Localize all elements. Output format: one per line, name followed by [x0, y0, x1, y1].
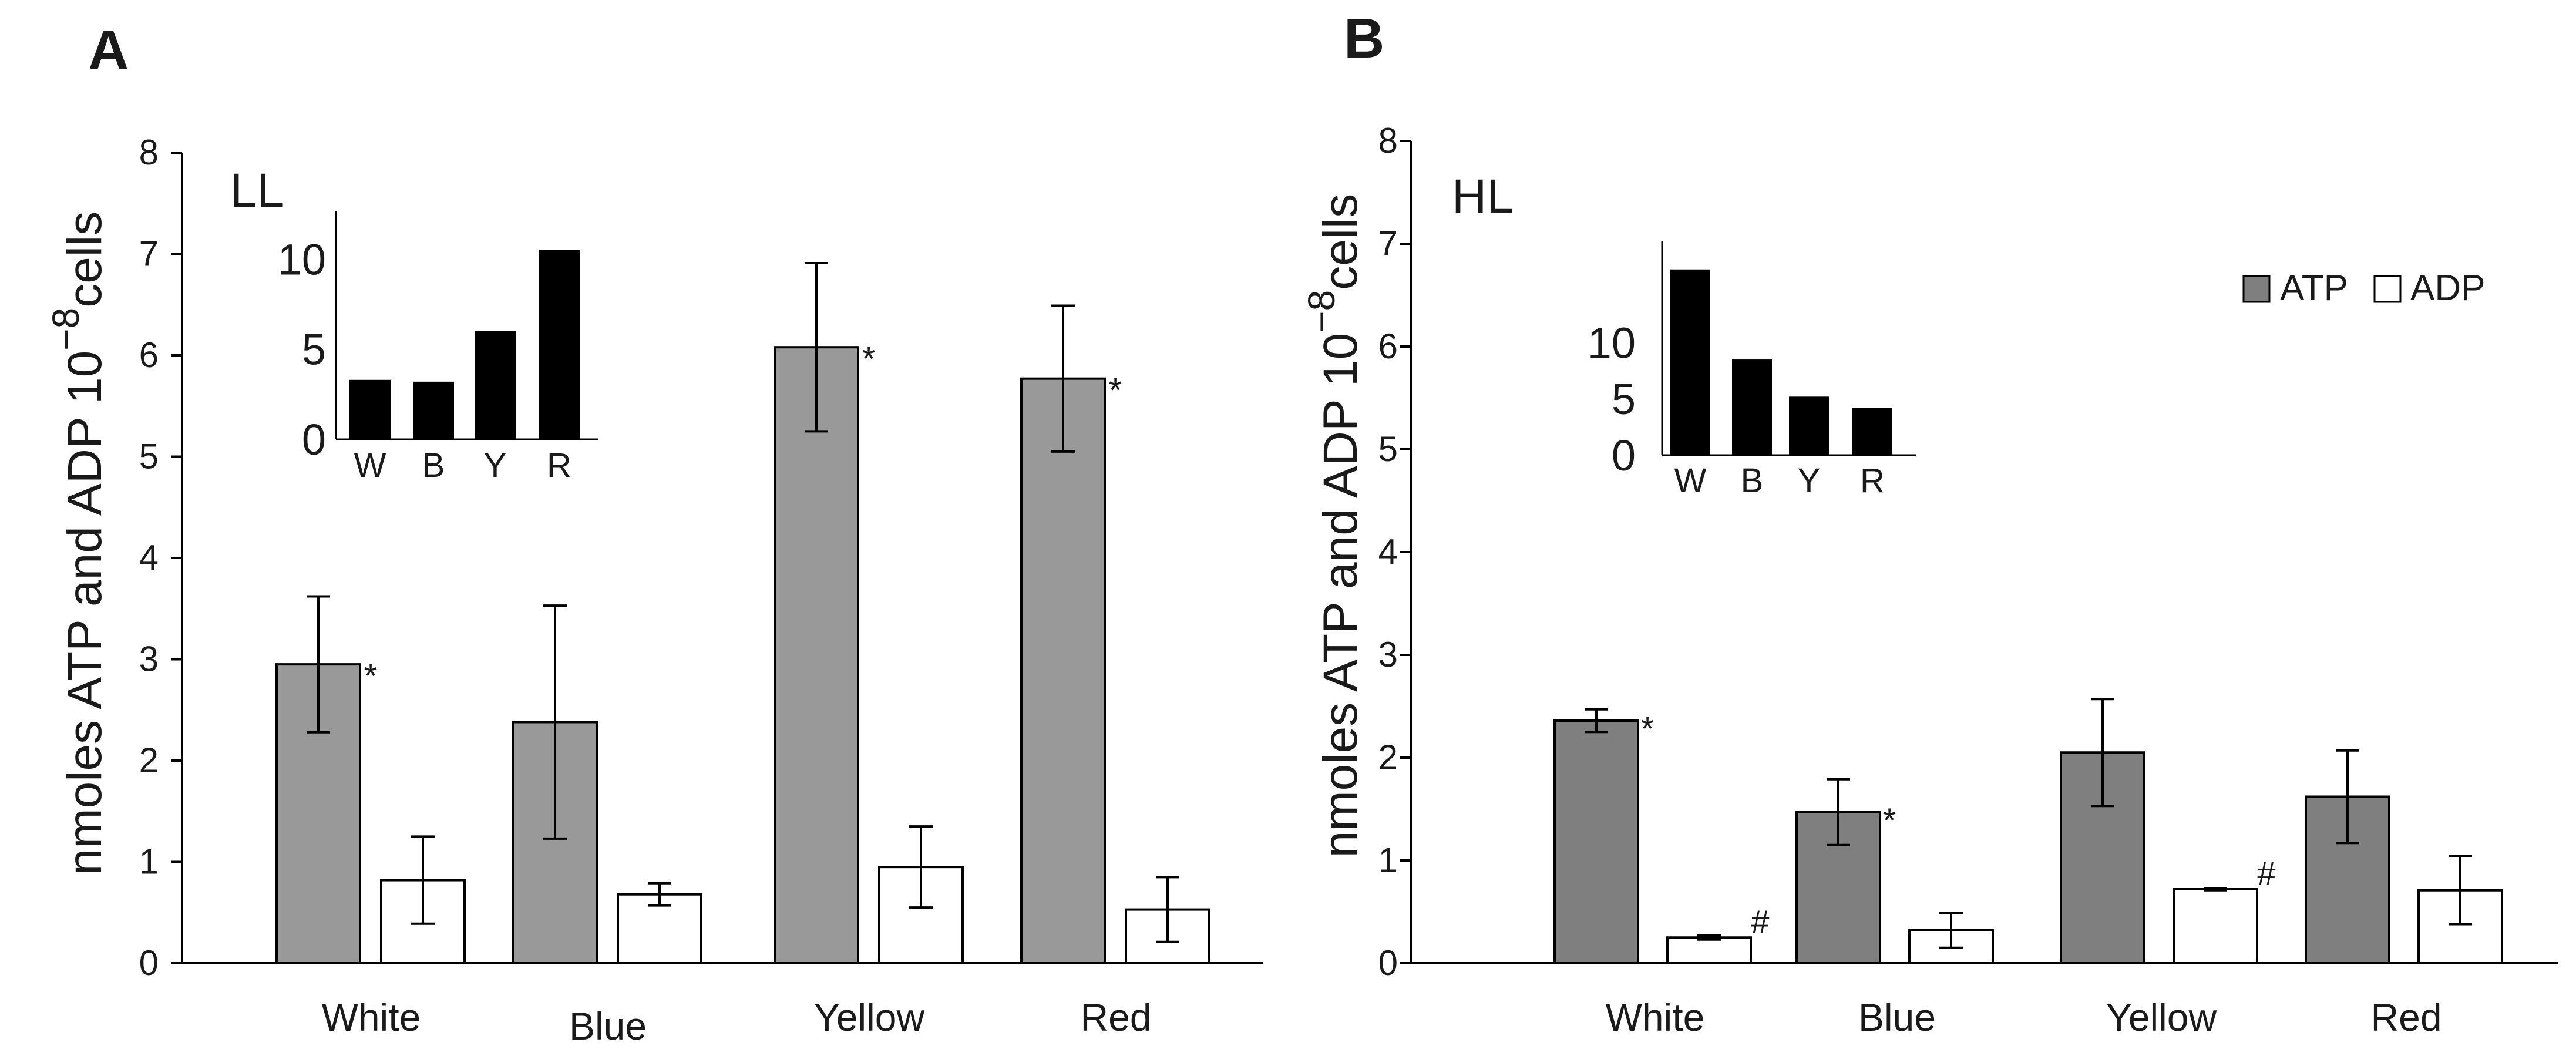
- y-tick-label: 2: [1378, 738, 1398, 777]
- x-category-label: Red: [2370, 996, 2442, 1039]
- x-category-label: Yellow: [814, 996, 925, 1039]
- legend: ATP ADP: [2242, 268, 2485, 308]
- significance-mark: *: [1641, 710, 1654, 748]
- y-tick-label: 3: [1378, 635, 1398, 674]
- inset-bar: [475, 331, 516, 439]
- inset-bar: [1852, 408, 1892, 455]
- y-tick-label: 2: [139, 741, 159, 780]
- inset-bar: [349, 379, 391, 439]
- inset-x-category-label: R: [1860, 462, 1885, 500]
- significance-mark: *: [1883, 802, 1896, 840]
- significance-mark: *: [1109, 372, 1122, 410]
- inset-y-tick-label: 10: [278, 235, 326, 284]
- y-tick-label: 5: [139, 437, 159, 476]
- y-tick-label: 5: [1378, 429, 1398, 469]
- legend-label-adp: ADP: [2410, 268, 2485, 308]
- y-axis-title-exponent: −8: [1300, 290, 1343, 333]
- y-tick-label: 0: [139, 943, 159, 983]
- bar-atp: [774, 346, 859, 965]
- legend-swatch-adp: [2373, 275, 2402, 303]
- inset-bar: [1670, 269, 1710, 455]
- y-axis-title-main: nmoles ATP and ADP 10: [58, 351, 112, 875]
- y-axis-title-tail: cells: [58, 211, 112, 308]
- condition-label: LL: [230, 164, 284, 217]
- inset-chart: 0 5 10 W B Y R: [278, 211, 598, 485]
- legend-swatch-atp: [2242, 275, 2271, 303]
- y-tick-label: 8: [1378, 121, 1398, 160]
- inset-bar: [1789, 396, 1829, 455]
- y-tick-label: 7: [139, 234, 159, 274]
- panel-b: B HL nmoles ATP and ADP 10−8cells 0 1 2 3 4 5…: [1300, 7, 2558, 1039]
- significance-mark: *: [364, 657, 378, 695]
- y-tick-label: 7: [1378, 224, 1398, 263]
- y-tick-label: 4: [1378, 532, 1398, 571]
- inset-x-category-label: W: [1674, 462, 1707, 500]
- y-tick-label: 3: [139, 640, 159, 679]
- bar-marks: White Blue Yellow Red * * # #: [1553, 698, 2503, 1039]
- inset-y-tick-label: 10: [1588, 318, 1636, 367]
- inset-x-category-label: B: [1741, 462, 1764, 500]
- x-category-label: Red: [1080, 996, 1151, 1039]
- y-axis-title-main: nmoles ATP and ADP 10: [1314, 333, 1367, 857]
- y-tick-label: 6: [139, 335, 159, 375]
- inset-x-category-label: Y: [484, 446, 507, 485]
- legend-label-atp: ATP: [2280, 268, 2348, 308]
- panel-letter: B: [1344, 7, 1384, 70]
- inset-chart: 0 5 10 W B Y R: [1588, 241, 1916, 500]
- x-category-label: White: [322, 996, 421, 1039]
- inset-bar: [1732, 359, 1772, 455]
- y-tick-label: 0: [1378, 943, 1398, 983]
- inset-y-tick-label: 5: [302, 325, 326, 374]
- x-category-label: Blue: [569, 1004, 647, 1048]
- y-axis-title: nmoles ATP and ADP 10−8cells: [45, 211, 112, 876]
- significance-mark: #: [1751, 903, 1769, 940]
- inset-y-tick-label: 0: [302, 415, 326, 464]
- significance-mark: *: [862, 340, 876, 378]
- condition-label: HL: [1452, 170, 1514, 223]
- panel-a: A LL nmoles ATP and ADP 10−8cells 0 1 2 3 4 5…: [45, 19, 1263, 1048]
- y-tick-label: 4: [139, 538, 159, 577]
- bar-atp: [1553, 719, 1639, 964]
- inset-bar: [539, 250, 580, 439]
- inset-x-category-label: R: [547, 446, 571, 485]
- y-tick-label: 6: [1378, 327, 1398, 366]
- x-category-label: Blue: [1858, 996, 1936, 1039]
- bar-adp: [1666, 936, 1752, 964]
- inset-y-tick-label: 5: [1612, 375, 1636, 423]
- y-axis-title-exponent: −8: [45, 308, 87, 351]
- inset-x-category-label: B: [422, 446, 445, 485]
- y-tick-label: 8: [139, 133, 159, 172]
- inset-x-category-label: Y: [1798, 462, 1821, 500]
- bar-marks: White Blue Yellow Red * * *: [275, 262, 1210, 1048]
- y-tick-label: 1: [139, 842, 159, 882]
- panel-letter: A: [88, 19, 129, 82]
- inset-bar: [413, 381, 454, 439]
- x-category-label: White: [1606, 996, 1705, 1039]
- y-axis-ticks: 0 1 2 3 4 5 6 7 8: [139, 133, 1263, 983]
- significance-mark: #: [2257, 855, 2275, 892]
- inset-y-tick-label: 0: [1612, 431, 1636, 480]
- y-axis-title: nmoles ATP and ADP 10−8cells: [1300, 194, 1367, 858]
- x-category-label: Yellow: [2106, 996, 2217, 1039]
- bar-adp: [2173, 888, 2258, 964]
- inset-x-category-label: W: [354, 446, 386, 485]
- bar-atp: [1020, 377, 1106, 964]
- y-axis-title-tail: cells: [1314, 194, 1367, 290]
- y-tick-label: 1: [1378, 840, 1398, 880]
